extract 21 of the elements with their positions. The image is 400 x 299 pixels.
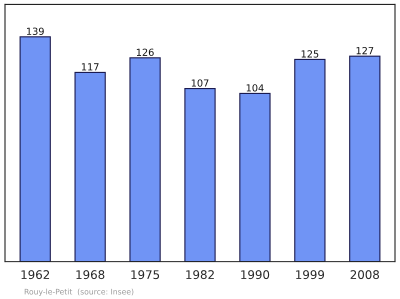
x-tick-label: 1968 [76, 270, 104, 280]
bar [349, 56, 380, 262]
data-label: 139 [27, 28, 44, 35]
data-label: 107 [192, 79, 208, 87]
x-tick-label: 1990 [241, 270, 270, 280]
x-tick-label: 1982 [186, 270, 214, 280]
x-tick-label: 1975 [131, 270, 160, 280]
data-label: 104 [246, 84, 264, 92]
data-label: 117 [82, 63, 99, 70]
bar [74, 72, 106, 262]
bar [20, 36, 51, 262]
data-label: 125 [302, 50, 318, 58]
bar [129, 57, 161, 262]
x-tick-label: 1999 [296, 270, 324, 280]
x-tick-label: 1962 [21, 270, 50, 280]
bar [294, 58, 326, 262]
bar [239, 92, 271, 262]
data-label: 126 [136, 48, 154, 56]
data-label: 127 [356, 47, 374, 54]
bar [184, 88, 216, 262]
x-tick-label: 2008 [350, 270, 380, 280]
